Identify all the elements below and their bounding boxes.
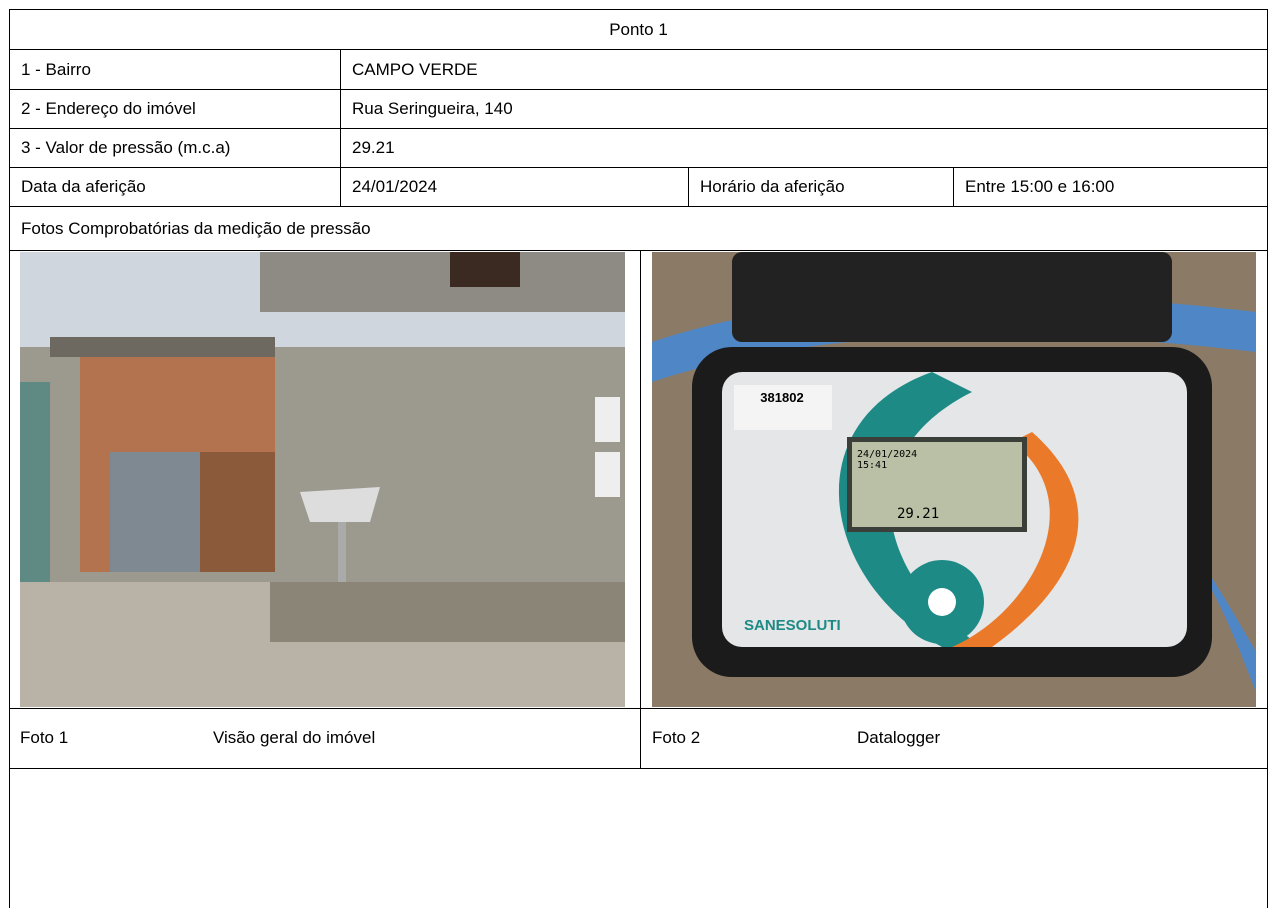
cell: 1 - Bairro <box>9 49 341 90</box>
photo-cell <box>640 250 1268 769</box>
device-text: 381802 <box>760 390 803 405</box>
cell: Fotos Comprobatórias da medição de press… <box>9 206 1268 251</box>
label: 2 - Endereço do imóvel <box>21 99 196 118</box>
label: Horário da aferição <box>700 177 845 196</box>
value: 24/01/2024 <box>352 177 438 196</box>
photo-label: Foto 2 <box>652 728 701 747</box>
border <box>9 768 10 908</box>
border <box>1267 768 1268 908</box>
photo-house <box>20 252 625 707</box>
cell: 3 - Valor de pressão (m.c.a) <box>9 128 341 168</box>
photo-datalogger: 381802 24/01/2024 15:41 29.21 SANESOLUTI <box>652 252 1256 707</box>
title: Ponto 1 <box>609 19 668 39</box>
photo-caption: Visão geral do imóvel <box>213 728 376 747</box>
value: Entre 15:00 e 16:00 <box>965 177 1115 196</box>
value: CAMPO VERDE <box>352 59 478 79</box>
cell: Data da aferição <box>9 167 341 207</box>
cell: 2 - Endereço do imóvel <box>9 89 341 129</box>
photo-caption: Datalogger <box>857 728 941 747</box>
label: 1 - Bairro <box>21 59 91 79</box>
device-text: SANESOLUTI <box>744 617 841 634</box>
title-cell: Ponto 1 <box>9 9 1268 50</box>
cell: Entre 15:00 e 16:00 <box>953 167 1268 207</box>
value: Rua Seringueira, 140 <box>352 99 513 118</box>
divider <box>9 708 1268 709</box>
device-text: 24/01/2024 <box>857 449 917 460</box>
photo-label: Foto 1 <box>20 728 69 747</box>
label: 3 - Valor de pressão (m.c.a) <box>21 138 231 157</box>
cell: 29.21 <box>340 128 1268 168</box>
value: 29.21 <box>352 138 395 157</box>
section-title: Fotos Comprobatórias da medição de press… <box>21 218 371 238</box>
cell: 24/01/2024 <box>340 167 689 207</box>
device-text: 15:41 <box>857 460 887 471</box>
label: Data da aferição <box>21 177 146 196</box>
device-text: 29.21 <box>897 506 939 522</box>
cell: CAMPO VERDE <box>340 49 1268 90</box>
cell: Horário da aferição <box>688 167 954 207</box>
cell: Rua Seringueira, 140 <box>340 89 1268 129</box>
